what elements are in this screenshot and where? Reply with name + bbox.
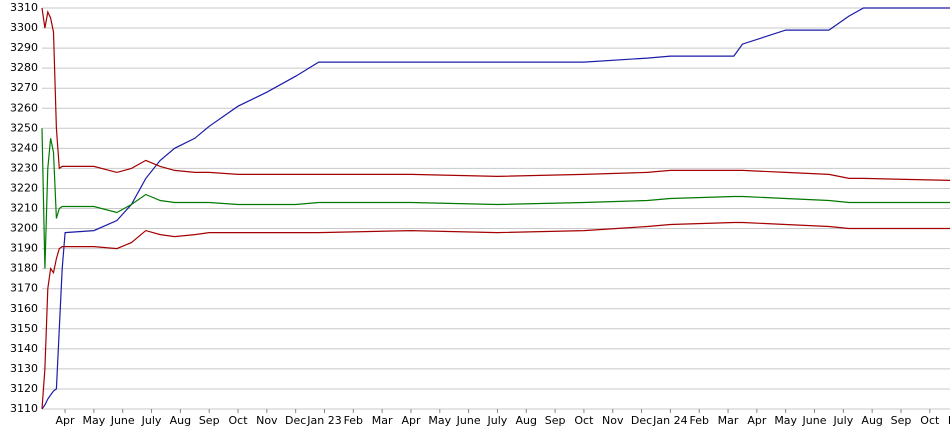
y-tick-label: 3310 bbox=[10, 1, 38, 14]
y-tick-label: 3260 bbox=[10, 101, 38, 114]
x-tick-label: Apr bbox=[56, 414, 76, 427]
x-tick-label: Feb bbox=[344, 414, 363, 427]
x-tick-label: Sep bbox=[199, 414, 220, 427]
series-line bbox=[41, 128, 950, 269]
x-tick-label: Mar bbox=[372, 414, 393, 427]
y-tick-label: 3140 bbox=[10, 342, 38, 355]
y-tick-label: 3270 bbox=[10, 81, 38, 94]
y-tick-label: 3160 bbox=[10, 302, 38, 315]
y-tick-label: 3220 bbox=[10, 181, 38, 194]
x-tick-label: Oct bbox=[920, 414, 940, 427]
x-tick-label: Aug bbox=[861, 414, 882, 427]
x-tick-label: Apr bbox=[401, 414, 421, 427]
y-tick-label: 3190 bbox=[10, 242, 38, 255]
x-tick-label: Dec bbox=[285, 414, 306, 427]
y-tick-label: 3240 bbox=[10, 141, 38, 154]
x-tick-label: Nov bbox=[602, 414, 624, 427]
x-tick-label: Oct bbox=[228, 414, 248, 427]
y-tick-label: 3130 bbox=[10, 362, 38, 375]
y-tick-label: 3300 bbox=[10, 21, 38, 34]
x-tick-label: Oct bbox=[574, 414, 594, 427]
x-tick-label: May bbox=[83, 414, 106, 427]
x-tick-label: Feb bbox=[689, 414, 708, 427]
x-tick-label: Jan 24 bbox=[652, 414, 687, 427]
x-tick-label: May bbox=[428, 414, 451, 427]
y-tick-label: 3170 bbox=[10, 282, 38, 295]
y-tick-label: 3210 bbox=[10, 202, 38, 215]
x-tick-label: June bbox=[802, 414, 827, 427]
x-tick-label: July bbox=[141, 414, 162, 427]
x-tick-label: Sep bbox=[891, 414, 912, 427]
series-line bbox=[41, 7, 950, 410]
y-tick-label: 3200 bbox=[10, 222, 38, 235]
y-tick-label: 3250 bbox=[10, 121, 38, 134]
x-tick-label: Sep bbox=[545, 414, 566, 427]
x-tick-label: May bbox=[774, 414, 797, 427]
y-tick-label: 3290 bbox=[10, 41, 38, 54]
x-tick-label: June bbox=[110, 414, 135, 427]
x-tick-label: Dec bbox=[631, 414, 652, 427]
y-tick-label: 3120 bbox=[10, 382, 38, 395]
x-tick-label: Jan 23 bbox=[306, 414, 341, 427]
y-tick-label: 3280 bbox=[10, 61, 38, 74]
series-line bbox=[41, 221, 950, 410]
y-tick-label: 3150 bbox=[10, 322, 38, 335]
series-line bbox=[41, 7, 950, 181]
x-tick-label: Mar bbox=[718, 414, 739, 427]
x-tick-label: July bbox=[832, 414, 853, 427]
y-tick-label: 3180 bbox=[10, 262, 38, 275]
y-tick-label: 3230 bbox=[10, 161, 38, 174]
y-tick-label: 3110 bbox=[10, 402, 38, 415]
x-tick-label: July bbox=[487, 414, 508, 427]
x-tick-label: Aug bbox=[170, 414, 191, 427]
x-tick-label: Nov bbox=[256, 414, 278, 427]
x-tick-label: Apr bbox=[747, 414, 767, 427]
x-tick-label: Aug bbox=[516, 414, 537, 427]
x-tick-label: June bbox=[456, 414, 481, 427]
x-tick-label: Nov bbox=[948, 414, 950, 427]
